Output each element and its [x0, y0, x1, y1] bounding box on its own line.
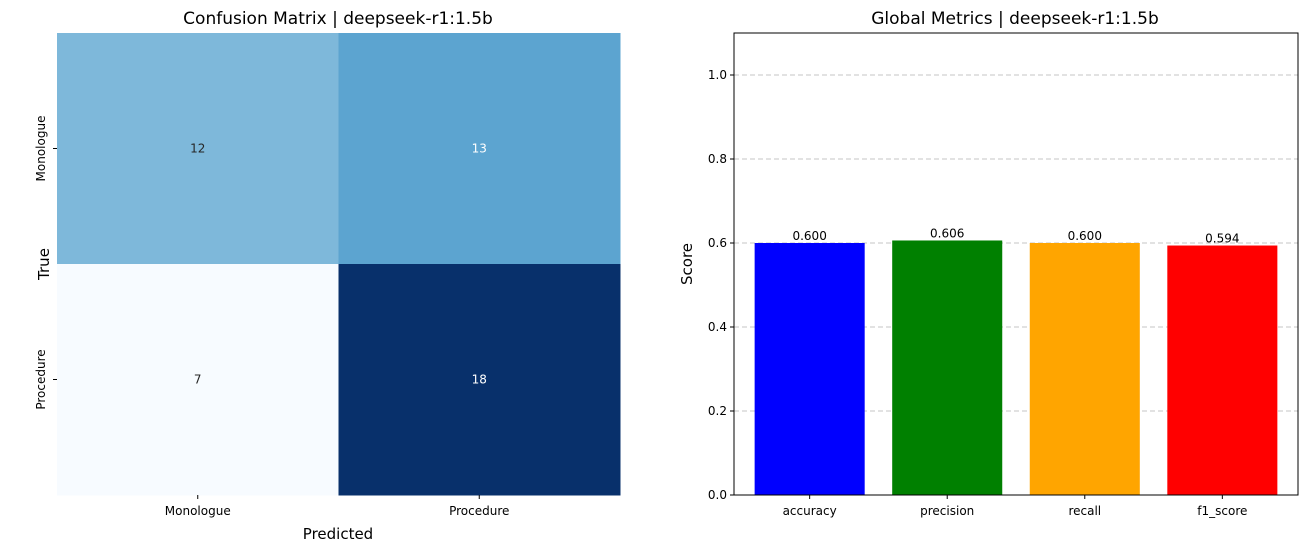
- heatmap-cells: 12 13 7 18: [57, 33, 621, 496]
- heatmap-cell-value: 12: [190, 142, 205, 156]
- global-metrics-chart: Global Metrics | deepseek-r1:1.5b 0.0 0.2…: [678, 9, 1299, 518]
- bar-chart-y-label: Score: [678, 243, 696, 285]
- heatmap-cell-value: 7: [194, 373, 202, 387]
- heatmap-x-tick-label: Procedure: [449, 504, 509, 518]
- bar-value-label: 0.600: [792, 229, 826, 243]
- heatmap-y-tick-label: Monologue: [34, 116, 48, 182]
- bar-value-label: 0.594: [1205, 232, 1239, 246]
- bar-chart-gridlines: [734, 74, 1298, 412]
- bar-chart-x-tick-label: precision: [920, 504, 974, 518]
- bar-chart-y-tick-label: 0.8: [708, 152, 727, 166]
- bar-value-label: 0.600: [1068, 229, 1102, 243]
- bar-f1_score: [1167, 245, 1278, 495]
- bar-chart-y-tick-label: 0.6: [708, 236, 727, 250]
- heatmap-y-label: True: [35, 248, 53, 281]
- bar-recall: [1029, 243, 1140, 495]
- heatmap-cell: [57, 33, 339, 265]
- bar-chart-y-tick-label: 0.4: [708, 320, 727, 334]
- bar-accuracy: [754, 243, 865, 495]
- bar-chart-x-tick-label: recall: [1068, 504, 1101, 518]
- bar-chart-y-tick-label: 0.0: [708, 488, 727, 502]
- bar-value-label: 0.606: [930, 226, 964, 240]
- heatmap-cell: [57, 264, 339, 496]
- bar-chart-y-tick-label: 1.0: [708, 68, 727, 82]
- heatmap-x-tick-label: Monologue: [165, 504, 231, 518]
- heatmap-x-ticks: Monologue Procedure: [165, 495, 509, 518]
- bar-chart-y-ticks: 0.0 0.2 0.4 0.6 0.8 1.0: [708, 68, 734, 502]
- heatmap-title: Confusion Matrix | deepseek-r1:1.5b: [183, 9, 493, 29]
- bar-chart-value-labels: 0.600 0.606 0.600 0.594: [792, 226, 1239, 245]
- heatmap-y-ticks: Monologue Procedure: [34, 116, 57, 410]
- heatmap-cell: [338, 33, 621, 265]
- bar-precision: [892, 240, 1003, 495]
- bar-chart-y-tick-label: 0.2: [708, 404, 727, 418]
- heatmap-cell: [338, 264, 621, 496]
- bar-chart-x-tick-label: accuracy: [783, 504, 837, 518]
- heatmap-cell-value: 13: [472, 142, 487, 156]
- bar-chart-title: Global Metrics | deepseek-r1:1.5b: [871, 9, 1159, 29]
- heatmap-x-label: Predicted: [303, 525, 373, 543]
- confusion-matrix-chart: Confusion Matrix | deepseek-r1:1.5b 12 13…: [34, 9, 621, 543]
- heatmap-y-tick-label: Procedure: [34, 349, 48, 409]
- bar-chart-x-ticks: accuracy precision recall f1_score: [783, 495, 1247, 518]
- bar-chart-x-tick-label: f1_score: [1197, 504, 1247, 518]
- bar-chart-bars: [754, 240, 1278, 495]
- bar-chart-axes-frame: [733, 32, 1299, 496]
- heatmap-cell-value: 18: [472, 373, 487, 387]
